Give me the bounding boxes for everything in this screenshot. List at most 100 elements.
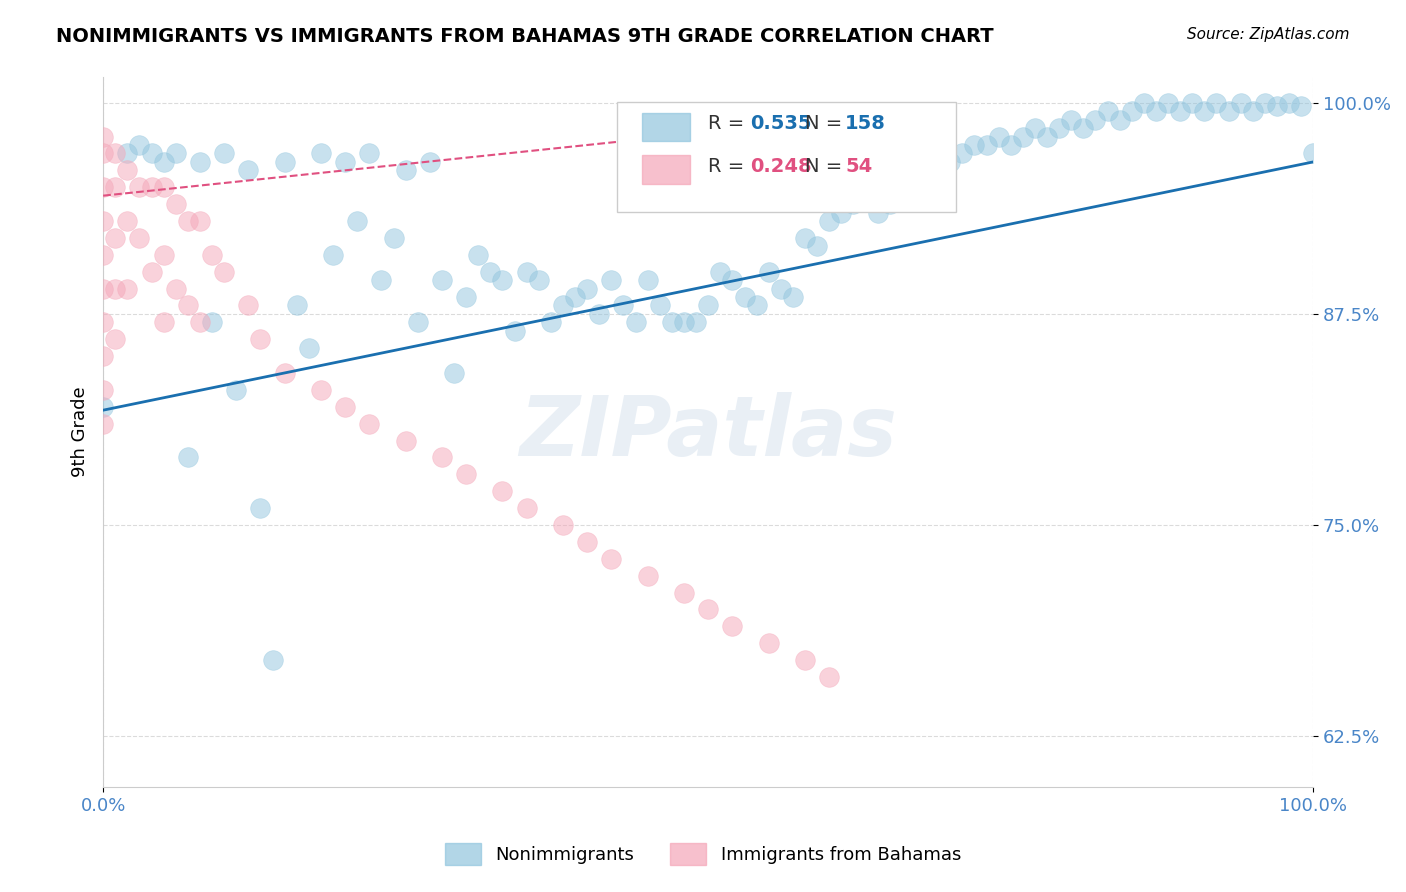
Point — [842, 197, 865, 211]
Point — [769, 282, 792, 296]
Point — [322, 248, 344, 262]
Point — [600, 273, 623, 287]
Point — [212, 265, 235, 279]
Point — [165, 197, 187, 211]
Point — [1168, 104, 1191, 119]
Text: R =: R = — [709, 157, 751, 176]
Point — [395, 434, 418, 448]
Bar — [641, 155, 690, 184]
Point — [637, 273, 659, 287]
Point — [685, 315, 707, 329]
Point — [1011, 129, 1033, 144]
Point — [1060, 112, 1083, 127]
Point — [152, 180, 174, 194]
Point — [91, 315, 114, 329]
Point — [467, 248, 489, 262]
Point — [879, 197, 901, 211]
Text: 158: 158 — [845, 114, 886, 133]
Point — [818, 214, 841, 228]
Point — [661, 315, 683, 329]
Point — [648, 298, 671, 312]
Point — [697, 298, 720, 312]
Point — [588, 307, 610, 321]
Point — [165, 282, 187, 296]
Point — [456, 290, 478, 304]
Y-axis label: 9th Grade: 9th Grade — [72, 387, 89, 477]
Point — [527, 273, 550, 287]
Point — [963, 138, 986, 153]
Point — [1289, 99, 1312, 113]
Point — [1157, 95, 1180, 110]
Point — [104, 180, 127, 194]
Text: ZIPatlas: ZIPatlas — [519, 392, 897, 473]
Point — [540, 315, 562, 329]
Point — [927, 171, 949, 186]
Point — [104, 231, 127, 245]
Point — [1073, 121, 1095, 136]
Point — [1084, 112, 1107, 127]
Point — [1144, 104, 1167, 119]
Point — [285, 298, 308, 312]
Text: NONIMMIGRANTS VS IMMIGRANTS FROM BAHAMAS 9TH GRADE CORRELATION CHART: NONIMMIGRANTS VS IMMIGRANTS FROM BAHAMAS… — [56, 27, 994, 45]
Point — [141, 146, 163, 161]
Point — [238, 298, 260, 312]
Point — [152, 315, 174, 329]
Point — [201, 315, 224, 329]
Point — [516, 501, 538, 516]
Point — [576, 282, 599, 296]
Point — [128, 138, 150, 153]
Point — [1000, 138, 1022, 153]
Point — [734, 290, 756, 304]
Text: 0.248: 0.248 — [751, 157, 813, 176]
Point — [91, 214, 114, 228]
Point — [152, 248, 174, 262]
Point — [551, 518, 574, 533]
Point — [443, 366, 465, 380]
Point — [1229, 95, 1251, 110]
Point — [91, 383, 114, 397]
Point — [672, 315, 695, 329]
Point — [709, 265, 731, 279]
Point — [370, 273, 392, 287]
Point — [818, 670, 841, 684]
Point — [830, 205, 852, 219]
Point — [359, 417, 381, 431]
Point — [273, 154, 295, 169]
Point — [91, 282, 114, 296]
Point — [177, 450, 200, 465]
Point — [624, 315, 647, 329]
Point — [637, 568, 659, 582]
Point — [1133, 95, 1156, 110]
Point — [1302, 146, 1324, 161]
Point — [117, 146, 139, 161]
Point — [249, 332, 271, 346]
Point — [758, 265, 780, 279]
Point — [201, 248, 224, 262]
Point — [128, 231, 150, 245]
Point — [987, 129, 1010, 144]
Point — [672, 585, 695, 599]
Text: N =: N = — [806, 114, 848, 133]
Point — [346, 214, 368, 228]
Point — [1108, 112, 1130, 127]
Point — [141, 180, 163, 194]
Point — [1218, 104, 1240, 119]
Point — [91, 349, 114, 363]
Point — [1036, 129, 1059, 144]
Point — [165, 146, 187, 161]
Point — [309, 383, 332, 397]
Point — [1047, 121, 1070, 136]
Point — [225, 383, 247, 397]
Point — [697, 602, 720, 616]
Point — [177, 298, 200, 312]
Point — [104, 146, 127, 161]
Text: 0.535: 0.535 — [751, 114, 813, 133]
Point — [1254, 95, 1277, 110]
Point — [419, 154, 441, 169]
Point — [273, 366, 295, 380]
Point — [91, 417, 114, 431]
Point — [91, 180, 114, 194]
Point — [855, 188, 877, 202]
Point — [430, 450, 453, 465]
Point — [117, 214, 139, 228]
